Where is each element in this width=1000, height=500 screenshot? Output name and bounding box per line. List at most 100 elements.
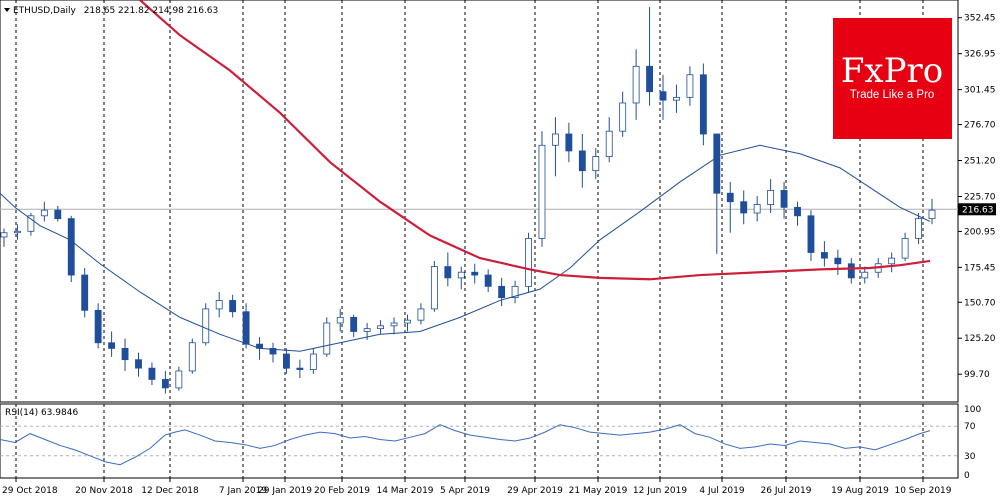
x-tick-label: 12 Dec 2018 (141, 486, 199, 496)
candle-body (861, 271, 869, 279)
x-tick-label: 29 Apr 2019 (507, 486, 563, 496)
candle-body (296, 367, 304, 370)
candle-body (283, 353, 290, 369)
candle-body (659, 91, 667, 101)
candle-body (619, 102, 627, 132)
candle-body (202, 308, 210, 344)
x-tick-label: 29 Jan 2019 (258, 486, 312, 496)
candle-body (753, 204, 761, 214)
candle-body (578, 150, 586, 172)
candle-body (121, 347, 129, 361)
candle-body (417, 308, 425, 321)
last-price-text: 216.63 (962, 205, 994, 215)
y-tick-label: 99.70 (964, 370, 990, 380)
logo-tagline: Trade Like a Pro (850, 89, 935, 101)
dropdown-triangle-icon[interactable] (4, 8, 10, 12)
rsi-title: RSI(14) 63.9846 (5, 408, 78, 418)
x-tick-label: 21 May 2019 (569, 486, 628, 496)
rsi-tick-label: 30 (964, 452, 976, 462)
candle-body (323, 322, 331, 355)
chart-title: ETHUSD,Daily 218.65 221.82 214.98 216.63 (13, 6, 218, 16)
y-tick-label: 175.45 (964, 263, 996, 273)
candle-body (108, 342, 116, 349)
candle-body (27, 215, 35, 232)
rsi-tick-label: 70 (964, 422, 976, 432)
candle-body (269, 347, 277, 355)
logo-background (833, 18, 952, 139)
candle-body (54, 209, 62, 220)
blue-moving-average-line (0, 144, 931, 352)
x-tick-label: 7 Jan 2019 (219, 486, 267, 496)
candle-body (390, 322, 398, 327)
last-price-badge: 216.63 (958, 203, 996, 216)
fxpro-logo: FxPro Trade Like a Pro (833, 18, 952, 139)
candles-group (0, 7, 936, 394)
candle-body (592, 156, 600, 172)
candle-body (820, 252, 828, 259)
candle-body (81, 274, 89, 311)
candle-body (498, 285, 506, 299)
y-tick-label: 301.45 (964, 86, 996, 96)
candle-body (471, 271, 479, 276)
candle-body (740, 201, 748, 214)
candle-body (40, 209, 48, 217)
candle-body (363, 328, 371, 332)
candle-body (404, 319, 411, 324)
candle-body (525, 237, 532, 287)
y-tick-label: 352.45 (964, 14, 996, 24)
candle-body (457, 271, 465, 279)
candle-body (847, 263, 855, 279)
rsi-tick-label: 0 (964, 471, 970, 481)
candle-body (713, 133, 721, 194)
symbol-timeframe: ETHUSD,Daily (13, 6, 76, 16)
candle-body (350, 316, 358, 332)
candle-body (915, 218, 922, 239)
y-tick-label: 251.20 (964, 157, 996, 167)
candle-body (551, 133, 559, 146)
candle-body (188, 342, 196, 372)
candle-body (538, 144, 546, 239)
x-tick-label: 26 Jul 2019 (761, 486, 812, 496)
candle-body (780, 190, 788, 208)
candle-body (807, 215, 815, 253)
candle-body (673, 96, 680, 101)
x-tick-label: 29 Oct 2018 (2, 486, 58, 496)
y-tick-label: 225.70 (964, 192, 996, 202)
rsi-tick-label: 100 (964, 405, 981, 415)
x-tick-label: 20 Nov 2018 (75, 486, 133, 496)
candle-body (377, 325, 385, 330)
time-axis-labels: 29 Oct 2018 20 Nov 2018 12 Dec 2018 7 Jan 2… (2, 478, 952, 496)
candle-body (794, 206, 801, 217)
candle-body (0, 232, 8, 238)
candle-body (444, 266, 452, 279)
candle-body (928, 209, 936, 220)
rsi-axis-labels: 100 70 30 0 (964, 405, 981, 481)
x-tick-label: 20 Feb 2019 (314, 486, 370, 496)
y-tick-label: 125.20 (964, 334, 996, 344)
candle-body (148, 367, 156, 380)
y-tick-label: 326.95 (964, 50, 996, 60)
candle-body (336, 316, 344, 324)
x-tick-label: 14 Mar 2019 (376, 486, 433, 496)
candle-body (135, 359, 142, 369)
candle-body (901, 237, 909, 259)
candle-body (646, 65, 653, 93)
ohlc-values: 218.65 221.82 214.98 216.63 (84, 6, 219, 16)
rsi-line (0, 424, 931, 466)
candle-body (767, 190, 775, 205)
candle-body (686, 74, 694, 98)
x-tick-label: 10 Sep 2019 (894, 486, 951, 496)
candle-body (94, 309, 102, 344)
red-moving-average-line (139, 0, 931, 281)
y-tick-label: 276.70 (964, 121, 996, 131)
candle-body (242, 311, 250, 345)
candle-body (229, 300, 237, 313)
main-pane (0, 0, 959, 403)
candle-body (888, 257, 896, 265)
x-tick-label: 12 Jun 2019 (633, 486, 687, 496)
candle-body (14, 230, 21, 234)
candle-body (511, 285, 519, 299)
rsi-grid (0, 404, 958, 478)
x-tick-label: 19 Aug 2019 (831, 486, 889, 496)
